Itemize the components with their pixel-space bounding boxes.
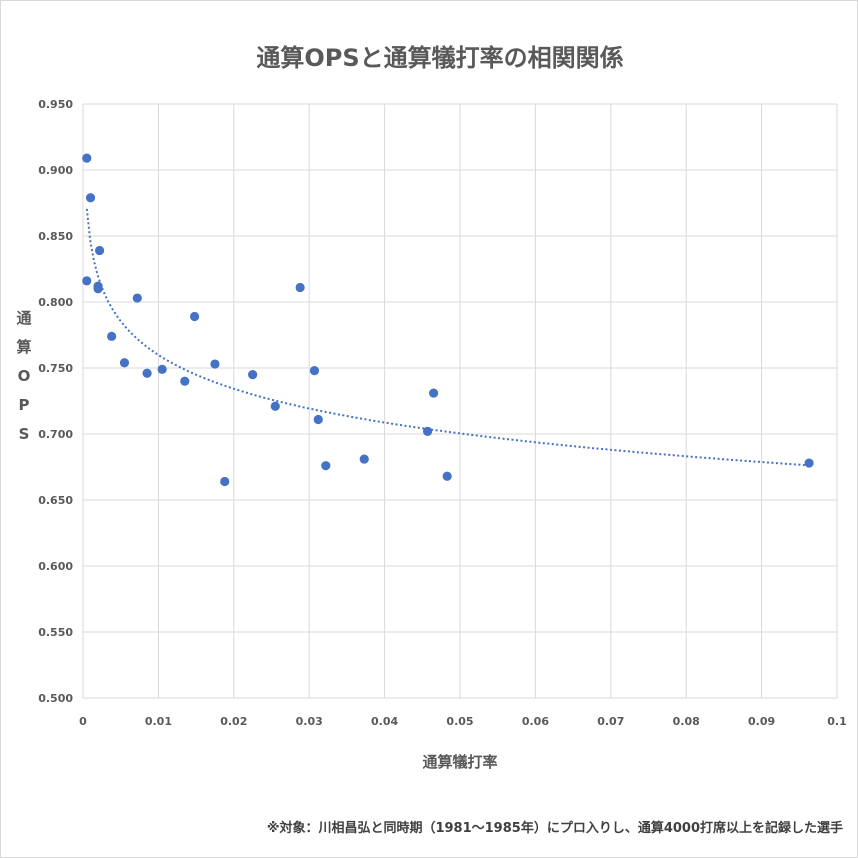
data-point — [93, 284, 103, 294]
x-tick-labels: 0 0.01 0.02 0.03 0.04 0.05 0.06 0.07 0.08 0.09 0.1 — [79, 715, 847, 728]
y-axis-label-char: 算 — [16, 338, 31, 356]
y-tick-label: 0.550 — [38, 626, 73, 639]
data-point — [82, 276, 92, 286]
data-point — [313, 414, 323, 425]
data-point — [189, 311, 200, 322]
data-point — [210, 359, 220, 369]
y-tick-label: 0.850 — [38, 230, 73, 243]
data-point — [107, 331, 117, 341]
data-point — [248, 370, 258, 380]
x-tick-label: 0.01 — [145, 715, 172, 728]
y-axis-label-char: P — [19, 396, 30, 414]
trend-line — [85, 208, 810, 467]
x-tick-label: 0.08 — [673, 715, 700, 728]
footnote: ※対象：川相昌弘と同時期（1981～1985年）にプロ入りし、通算4000打席以… — [267, 820, 843, 836]
data-point — [309, 366, 320, 376]
x-tick-label: 0.09 — [748, 715, 775, 728]
y-axis-label: 通算 O P S — [16, 309, 31, 443]
x-tick-label: 0.1 — [827, 715, 847, 728]
data-point — [94, 245, 105, 256]
data-point — [295, 282, 305, 293]
x-tick-label: 0.07 — [597, 715, 624, 728]
y-tick-label: 0.500 — [38, 692, 73, 705]
data-point — [321, 461, 331, 471]
x-tick-label: 0 — [79, 715, 87, 728]
data-point — [359, 454, 369, 464]
grid-lines — [82, 103, 838, 699]
data-point — [422, 426, 433, 436]
x-axis-label: 通算犠打率 — [422, 753, 497, 771]
y-tick-label: 0.950 — [38, 98, 73, 111]
x-tick-label: 0.04 — [371, 715, 398, 728]
data-point — [180, 376, 190, 386]
chart-title: 通算OPSと通算犠打率の相関関係 — [256, 44, 623, 72]
y-tick-label: 0.800 — [38, 296, 73, 309]
data-point — [132, 293, 142, 303]
y-axis-label-char: O — [18, 367, 31, 385]
data-point — [119, 358, 130, 368]
y-tick-label: 0.650 — [38, 494, 73, 507]
y-tick-label: 0.750 — [38, 362, 73, 375]
y-tick-labels: 0.950 0.900 0.850 0.800 0.750 0.700 0.650 0.600… — [38, 98, 73, 705]
data-points — [82, 153, 814, 487]
data-point — [82, 153, 92, 163]
data-point — [270, 401, 280, 411]
x-tick-label: 0.05 — [446, 715, 473, 728]
data-point — [220, 476, 230, 487]
data-point — [442, 471, 452, 481]
data-point — [142, 368, 152, 378]
data-point — [429, 388, 439, 398]
y-axis-label-char: 通 — [16, 309, 31, 327]
x-tick-label: 0.06 — [522, 715, 549, 728]
x-tick-label: 0.03 — [296, 715, 323, 728]
y-axis-label-char: S — [19, 425, 30, 443]
data-point — [157, 364, 167, 374]
data-point — [804, 458, 814, 468]
data-point — [85, 193, 96, 203]
y-tick-label: 0.700 — [38, 428, 73, 441]
y-tick-label: 0.900 — [38, 164, 73, 177]
x-tick-label: 0.02 — [220, 715, 247, 728]
y-tick-label: 0.600 — [38, 560, 73, 573]
